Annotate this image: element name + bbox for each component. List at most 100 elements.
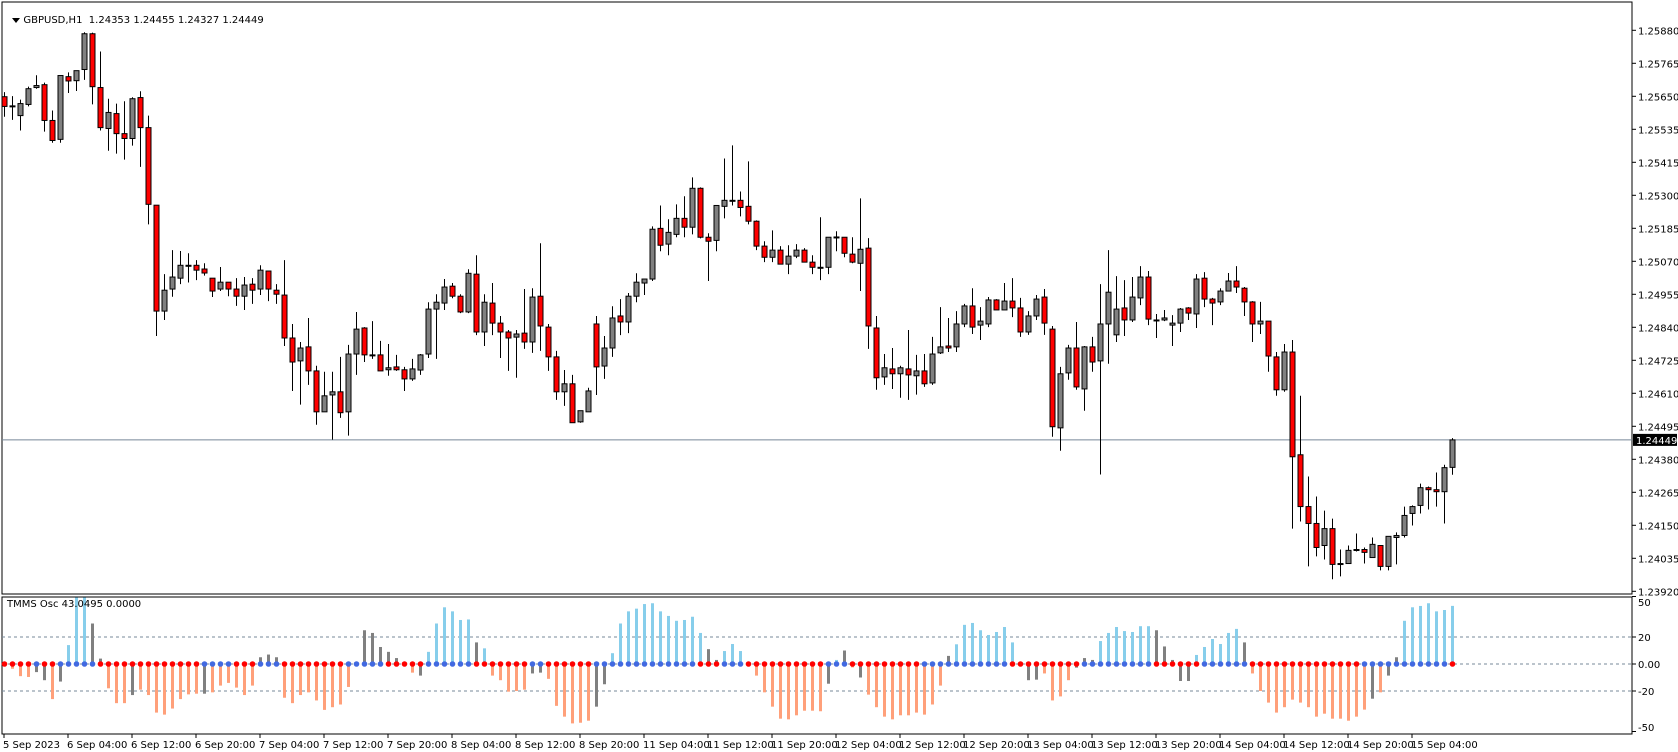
oscillator-dot <box>601 661 608 667</box>
candle <box>457 294 464 314</box>
oscillator-bar <box>507 664 510 692</box>
oscillator-dot <box>1233 661 1240 667</box>
oscillator-bar <box>187 664 190 695</box>
oscillator-dot <box>1153 661 1160 667</box>
candle <box>913 354 920 395</box>
candle <box>321 371 328 413</box>
time-tick-label: 7 Sep 04:00 <box>259 740 319 751</box>
candle-body <box>753 220 760 247</box>
candle-body <box>1281 351 1288 391</box>
candle-body <box>513 333 520 338</box>
oscillator-bar <box>419 664 422 676</box>
candle-body <box>697 187 704 238</box>
candle <box>713 204 720 252</box>
oscillator-dot <box>305 661 312 667</box>
candle-body <box>801 249 808 263</box>
candle-body <box>33 85 40 89</box>
oscillator-dot <box>1321 661 1328 667</box>
candle <box>689 177 696 235</box>
candle <box>1097 284 1104 475</box>
candle <box>753 220 760 251</box>
oscillator-bar <box>363 630 366 664</box>
oscillator-dot <box>1145 661 1152 667</box>
candle-body <box>1353 549 1360 552</box>
candle <box>729 145 736 206</box>
oscillator-bar <box>243 664 246 696</box>
oscillator-bar <box>35 664 38 673</box>
oscillator-dot <box>1209 661 1216 667</box>
oscillator-dot <box>681 661 688 667</box>
oscillator-dot <box>609 661 616 667</box>
candle <box>1249 301 1256 342</box>
oscillator-bar <box>651 603 654 664</box>
candle-body <box>473 273 480 333</box>
candle-body <box>1425 487 1432 491</box>
candle-body <box>713 204 720 241</box>
price-tick-label: 1.24150 <box>1638 521 1678 532</box>
candle-body <box>169 276 176 290</box>
triangle-down-icon[interactable] <box>12 17 21 23</box>
oscillator-bar <box>1355 664 1358 717</box>
oscillator-bar <box>155 664 158 713</box>
oscillator-bar <box>1163 646 1166 664</box>
candle-body <box>1233 280 1240 288</box>
candle-body <box>777 249 784 265</box>
candle <box>1225 273 1232 292</box>
oscillator-dot <box>473 661 480 667</box>
oscillator-bar <box>1067 664 1070 681</box>
oscillator-dot <box>889 661 896 667</box>
oscillator-bar <box>315 664 318 701</box>
oscillator-bar <box>1035 664 1038 680</box>
oscillator-dot <box>1049 661 1056 667</box>
oscillator-bar <box>1283 664 1286 708</box>
oscillator-dot <box>705 661 712 667</box>
candle <box>529 288 536 353</box>
oscillator-bar <box>1059 664 1062 697</box>
oscillator-bar <box>219 664 222 686</box>
oscillator-bar <box>867 664 870 695</box>
oscillator-dot <box>529 661 536 667</box>
oscillator-dot <box>345 661 352 667</box>
main-chart-frame <box>1 1 1633 595</box>
candle-body <box>1393 534 1400 538</box>
oscillator-dot <box>833 661 840 667</box>
candle <box>241 277 248 310</box>
candle-body <box>297 347 304 362</box>
oscillator-dot <box>1329 661 1336 667</box>
oscillator-dot <box>145 661 152 667</box>
oscillator-dot <box>1385 661 1392 667</box>
candle-body <box>649 228 656 280</box>
candle-body <box>569 383 576 424</box>
oscillator-dot <box>673 661 680 667</box>
candle <box>601 335 608 379</box>
candle-body <box>145 127 152 205</box>
candle <box>1409 505 1416 526</box>
oscillator-dot <box>537 661 544 667</box>
candle-body <box>545 326 552 358</box>
candle <box>969 288 976 334</box>
oscillator-bar <box>387 651 390 664</box>
oscillator-dot <box>81 661 88 667</box>
oscillator-bar <box>75 597 78 664</box>
candle-body <box>1105 291 1112 325</box>
candle-body <box>305 346 312 372</box>
candle-body <box>9 105 16 108</box>
oscillator-bar <box>411 664 414 673</box>
oscillator-dot <box>641 661 648 667</box>
oscillator-bar <box>291 664 294 704</box>
candle <box>777 246 784 265</box>
candle-body <box>1073 347 1080 388</box>
candle <box>817 217 824 281</box>
oscillator-bar <box>787 664 790 720</box>
oscillator-bar <box>891 664 894 720</box>
oscillator-dot <box>361 661 368 667</box>
candle-body <box>537 295 544 327</box>
candle-body <box>1137 276 1144 299</box>
oscillator-bar <box>299 664 302 696</box>
oscillator-dot <box>1313 661 1320 667</box>
candle-body <box>1033 298 1040 317</box>
oscillator-dot <box>1449 661 1456 667</box>
oscillator-dot <box>649 661 656 667</box>
oscillator-bar <box>555 664 558 706</box>
